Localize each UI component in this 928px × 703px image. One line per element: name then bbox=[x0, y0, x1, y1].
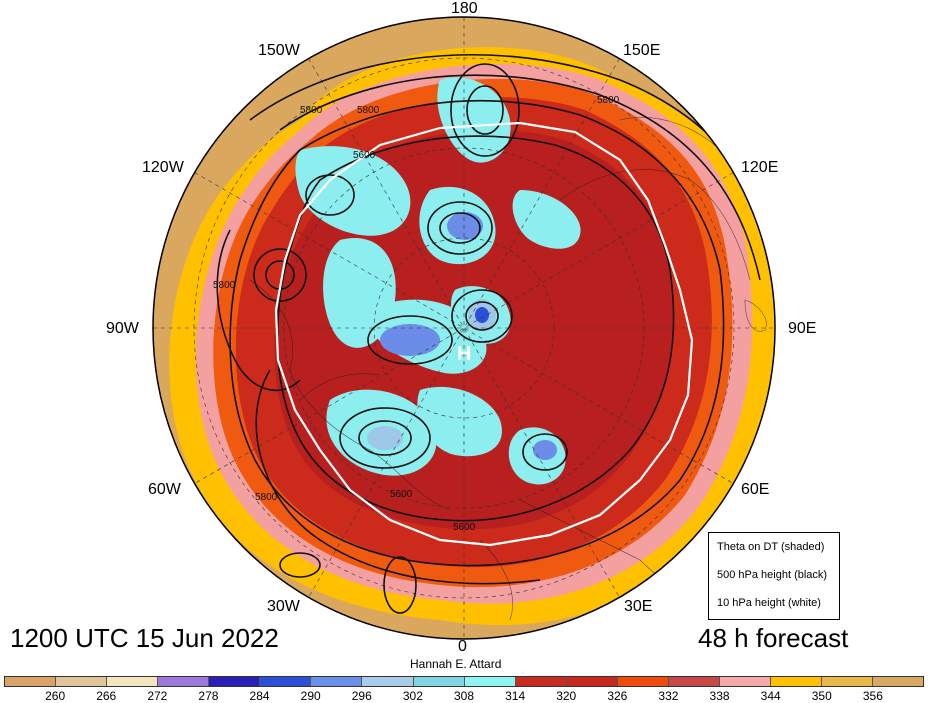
svg-text:5800: 5800 bbox=[300, 105, 323, 116]
svg-text:5800: 5800 bbox=[357, 105, 380, 116]
meridian-label-30e: 30E bbox=[624, 598, 653, 615]
svg-text:5800: 5800 bbox=[213, 280, 236, 291]
colorbar-tick-label: 350 bbox=[811, 689, 832, 703]
colorbar-tick-label: 344 bbox=[760, 689, 781, 703]
meridian-label-150e: 150E bbox=[623, 42, 661, 59]
colorbar-swatch bbox=[515, 677, 567, 686]
colorbar-swatch bbox=[107, 677, 159, 686]
meridian-label-120w: 120W bbox=[142, 159, 184, 176]
colorbar-tick-label: 320 bbox=[556, 689, 577, 703]
meridian-label-30w: 30W bbox=[267, 598, 300, 615]
field-legend: Theta on DT (shaded) 500 hPa height (bla… bbox=[708, 532, 840, 620]
meridian-label-60e: 60E bbox=[741, 481, 770, 498]
svg-text:5800: 5800 bbox=[255, 492, 278, 503]
colorbar-tick-label: 266 bbox=[96, 689, 117, 703]
meridian-label-120e: 120E bbox=[741, 159, 779, 176]
valid-time-title: 1200 UTC 15 Jun 2022 bbox=[10, 623, 279, 653]
svg-text:5600: 5600 bbox=[453, 522, 476, 533]
meridian-label-90e: 90E bbox=[788, 320, 817, 337]
svg-text:5600: 5600 bbox=[390, 489, 413, 500]
colorbar-swatch bbox=[873, 677, 924, 686]
colorbar-tick-label: 302 bbox=[402, 689, 423, 703]
colorbar-swatch bbox=[362, 677, 414, 686]
blue-lows bbox=[367, 212, 557, 460]
meridian-label-150w: 150W bbox=[258, 42, 300, 59]
colorbar-tick-label: 296 bbox=[351, 689, 372, 703]
legend-item-500hpa: 500 hPa height (black) bbox=[717, 569, 828, 581]
colorbar-tick-label: 326 bbox=[607, 689, 628, 703]
colorbar bbox=[4, 676, 924, 687]
colorbar-swatch bbox=[311, 677, 363, 686]
colorbar-tick-label: 338 bbox=[709, 689, 730, 703]
colorbar-swatch bbox=[413, 677, 465, 686]
colorbar-swatch bbox=[464, 677, 516, 686]
colorbar-tick-label: 290 bbox=[300, 689, 321, 703]
colorbar-swatch bbox=[5, 677, 57, 686]
colorbar-swatch bbox=[158, 677, 210, 686]
colorbar-tick-label: 272 bbox=[147, 689, 168, 703]
colorbar-tick-label: 260 bbox=[45, 689, 66, 703]
meridian-label-60w: 60W bbox=[148, 481, 181, 498]
colorbar-swatch bbox=[719, 677, 771, 686]
colorbar-swatch bbox=[56, 677, 108, 686]
colorbar-swatch bbox=[566, 677, 618, 686]
map-boundary bbox=[152, 16, 776, 640]
colorbar-tick-label: 284 bbox=[249, 689, 270, 703]
colorbar-tick-label: 332 bbox=[658, 689, 679, 703]
height-10hpa-contour bbox=[274, 121, 694, 547]
meridian-label-180: 180 bbox=[451, 0, 478, 17]
svg-text:5800: 5800 bbox=[597, 95, 620, 106]
colorbar-swatch bbox=[209, 677, 261, 686]
colorbar-swatch bbox=[822, 677, 874, 686]
forecast-hour-title: 48 h forecast bbox=[698, 623, 849, 653]
svg-text:5600: 5600 bbox=[353, 150, 376, 161]
colorbar-tick-label: 314 bbox=[505, 689, 526, 703]
meridian-label-90w: 90W bbox=[106, 320, 139, 337]
colorbar-swatch bbox=[617, 677, 669, 686]
legend-item-theta: Theta on DT (shaded) bbox=[717, 541, 825, 553]
colorbar-swatch bbox=[668, 677, 720, 686]
author-credit: Hannah E. Attard bbox=[410, 657, 502, 671]
contour-labels: 5800 5800 5800 5600 5800 5800 5600 5600 bbox=[213, 95, 620, 533]
colorbar-swatch bbox=[260, 677, 312, 686]
colorbar-swatch bbox=[770, 677, 822, 686]
theta-shading bbox=[153, 17, 775, 639]
high-pressure-marker: H bbox=[457, 343, 471, 365]
legend-item-10hpa: 10 hPa height (white) bbox=[717, 597, 821, 609]
colorbar-tick-label: 356 bbox=[862, 689, 883, 703]
colorbar-tick-label: 278 bbox=[198, 689, 219, 703]
meridian-label-0: 0 bbox=[458, 638, 467, 655]
colorbar-tick-label: 308 bbox=[453, 689, 475, 703]
